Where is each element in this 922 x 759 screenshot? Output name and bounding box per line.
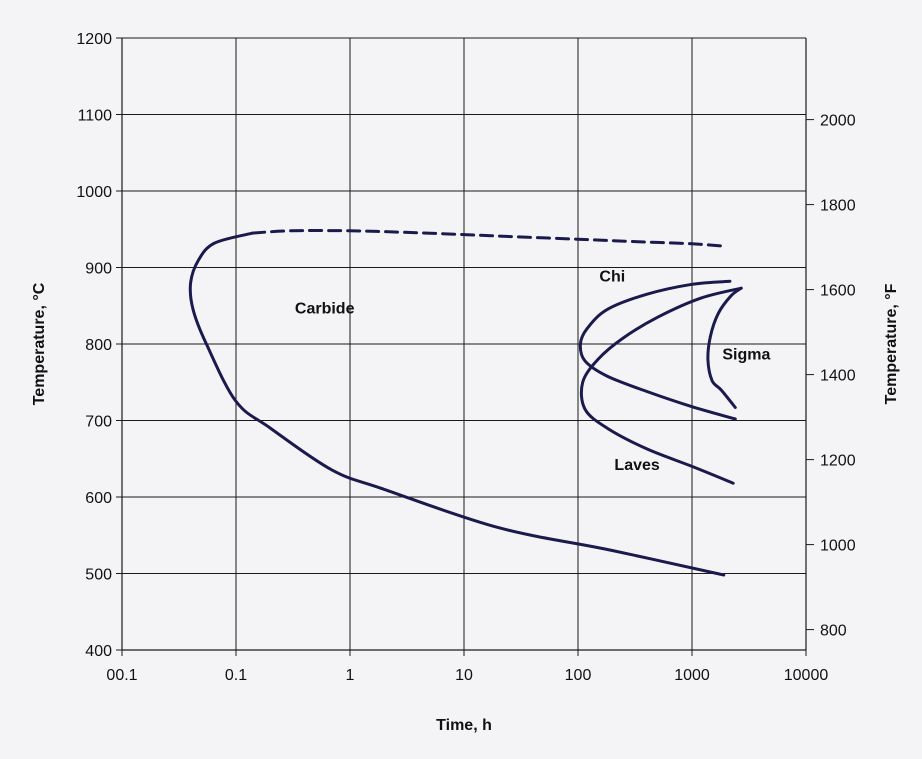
x-tick-label: 10 xyxy=(455,667,473,684)
y-tick-label-left: 1200 xyxy=(76,31,112,48)
series-group xyxy=(188,229,743,577)
plot-border xyxy=(121,38,807,651)
y-tick-label-left: 800 xyxy=(85,337,112,354)
y-tick-label-right: 1000 xyxy=(820,538,856,555)
series-line-sigma xyxy=(706,286,743,409)
y-tick-label-right: 2000 xyxy=(820,113,856,130)
region-label-chi: Chi xyxy=(599,268,625,285)
region-label-carbide: Carbide xyxy=(295,300,355,317)
y-tick-label-right: 800 xyxy=(820,623,847,640)
y-tick-label-left: 1000 xyxy=(76,184,112,201)
grid xyxy=(116,37,807,656)
region-label-sigma: Sigma xyxy=(722,346,770,363)
x-tick-label: 100 xyxy=(565,667,592,684)
y-tick-label-left: 1100 xyxy=(78,108,113,125)
y-tick-label-left: 400 xyxy=(85,643,112,660)
y-tick-label-right: 1600 xyxy=(820,283,856,300)
y-tick-label-left: 600 xyxy=(85,490,112,507)
x-tick-label: 1 xyxy=(346,667,355,684)
y-tick-label-left: 500 xyxy=(85,567,112,584)
x-tick-label: 0.1 xyxy=(225,667,247,684)
annotations-group: Carbide Chi Sigma Laves xyxy=(295,268,771,474)
x-tick-label: 1000 xyxy=(674,667,710,684)
ticks-group: 00.1 0.1 1 10 100 1000 10000 400 500 600 700 800 900… xyxy=(76,31,855,684)
y-axis-title-right: Temperature, °F xyxy=(883,283,900,404)
y-tick-label-right: 1800 xyxy=(820,198,856,215)
y-axis-title-left: Temperature, °C xyxy=(31,282,48,405)
y-tick-label-left: 700 xyxy=(85,414,112,431)
region-label-laves: Laves xyxy=(614,457,659,474)
x-tick-label: 10000 xyxy=(784,667,829,684)
series-line-chi xyxy=(578,279,737,421)
series-line-laves xyxy=(579,286,743,485)
x-tick-label: 00.1 xyxy=(106,667,137,684)
y-tick-label-right: 1200 xyxy=(820,453,856,470)
x-axis-title: Time, h xyxy=(436,717,492,734)
y-tick-label-right: 1400 xyxy=(820,368,856,385)
y-tick-label-left: 900 xyxy=(85,261,112,278)
series-line-carbide-dashed xyxy=(251,229,726,248)
series-line-carbide xyxy=(188,231,726,577)
